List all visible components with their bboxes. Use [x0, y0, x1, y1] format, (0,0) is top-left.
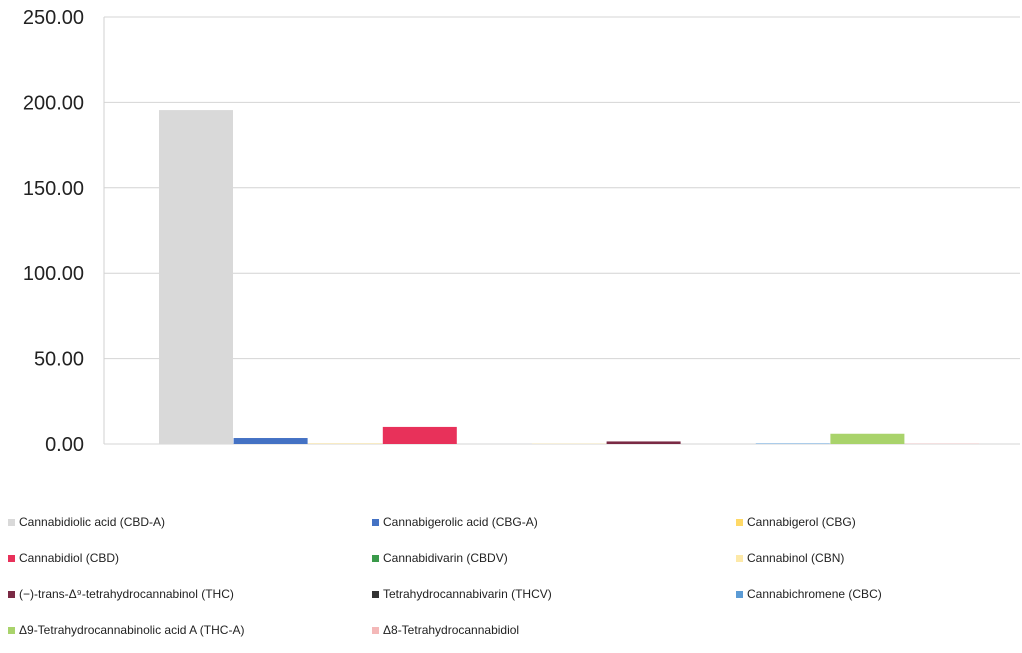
- legend-item: Cannabidivarin (CBDV): [372, 551, 508, 565]
- legend-swatch: [372, 590, 379, 598]
- bar-4: [382, 426, 457, 444]
- legend-item: Cannabichromene (CBC): [736, 587, 882, 601]
- legend-label: Cannabigerol (CBG): [747, 515, 856, 529]
- bar-chart: 0.00 50.00 100.00 150.00 200.00 250.00: [23, 7, 1020, 456]
- gridlines: [103, 16, 1020, 445]
- legend-swatch: [8, 518, 15, 526]
- y-tick-label: 250.00: [23, 7, 84, 29]
- bar-9: [755, 443, 830, 444]
- legend-item: (−)-trans-Δ⁹-tetrahydrocannabinol (THC): [8, 587, 234, 601]
- legend-swatch: [372, 518, 379, 526]
- bar-1: [159, 110, 233, 444]
- legend-item: Cannabigerol (CBG): [736, 515, 856, 529]
- legend-item: Cannabidiol (CBD): [8, 551, 119, 565]
- legend-item: Cannabigerolic acid (CBG-A): [372, 515, 538, 529]
- y-tick-label: 0.00: [45, 434, 84, 456]
- legend-label: Cannabidivarin (CBDV): [383, 551, 508, 565]
- legend-swatch: [8, 554, 15, 562]
- legend-label: Tetrahydrocannabivarin (THCV): [383, 587, 552, 601]
- y-tick-label: 50.00: [34, 349, 84, 371]
- bar-10: [830, 433, 905, 444]
- legend-label: Δ8-Tetrahydrocannabidiol: [383, 623, 520, 637]
- legend-swatch: [372, 554, 379, 562]
- legend-item: Δ8-Tetrahydrocannabidiol: [372, 623, 519, 637]
- legend-item: Cannabidiolic acid (CBD-A): [8, 515, 165, 529]
- y-tick-label: 150.00: [23, 178, 84, 200]
- legend-label: (−)-trans-Δ⁹-tetrahydrocannabinol (THC): [19, 587, 234, 601]
- legend-swatch: [736, 518, 743, 526]
- legend-swatch: [736, 554, 743, 562]
- legend-label: Cannabichromene (CBC): [747, 587, 882, 601]
- legend-label: Cannabigerolic acid (CBG-A): [383, 515, 538, 529]
- legend-label: Cannabidiolic acid (CBD-A): [19, 515, 166, 529]
- bar-7: [606, 441, 681, 444]
- bar-2: [233, 438, 308, 444]
- legend-label: Cannabidiol (CBD): [19, 551, 120, 565]
- y-tick-label: 100.00: [23, 263, 84, 285]
- y-tick-label: 200.00: [23, 92, 84, 114]
- legend-label: Δ9-Tetrahydrocannabinolic acid A (THC-A): [19, 623, 245, 637]
- legend-item: Tetrahydrocannabivarin (THCV): [372, 587, 552, 601]
- bars: [159, 110, 979, 444]
- legend-swatch: [372, 626, 379, 634]
- y-axis-tick-labels: 0.00 50.00 100.00 150.00 200.00 250.00: [23, 7, 84, 456]
- legend-item: Δ9-Tetrahydrocannabinolic acid A (THC-A): [8, 623, 244, 637]
- legend-swatch: [736, 590, 743, 598]
- legend-swatch: [8, 626, 15, 634]
- legend-swatch: [8, 590, 15, 598]
- legend-item: Cannabinol (CBN): [736, 551, 844, 565]
- legend: Cannabidiolic acid (CBD-A) Cannabigerolic…: [0, 500, 1022, 650]
- legend-label: Cannabinol (CBN): [747, 551, 845, 565]
